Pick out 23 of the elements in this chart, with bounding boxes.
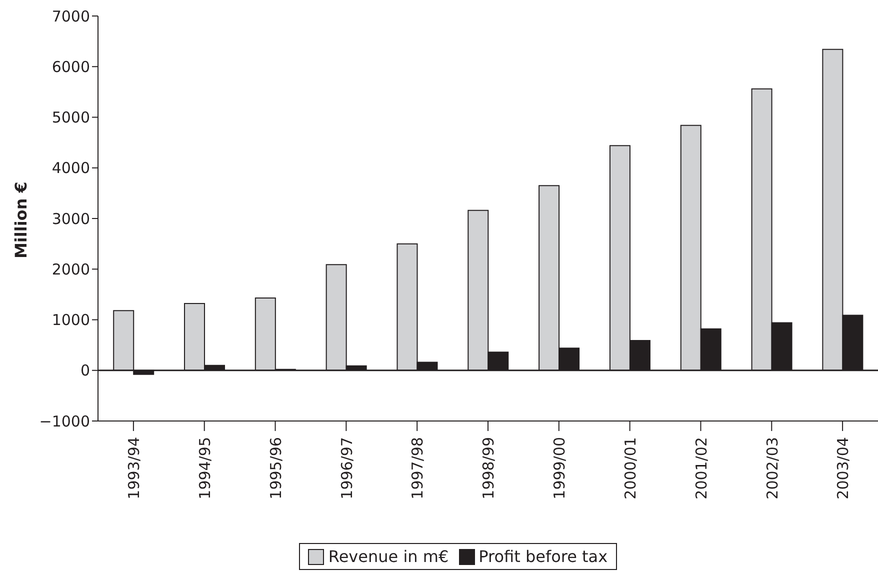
y-tick-label: 1000: [52, 311, 90, 330]
legend-label: Profit before tax: [478, 547, 608, 566]
x-tick-label: 1998/99: [480, 437, 498, 500]
y-tick-label: 0: [80, 362, 90, 380]
legend-label: Revenue in m€: [328, 547, 449, 566]
x-tick-label: 2001/02: [692, 437, 710, 500]
y-tick-label: 7000: [52, 7, 90, 26]
y-tick-label: 6000: [52, 58, 90, 76]
x-tick-label: 1999/00: [550, 437, 569, 500]
y-tick-label: 5000: [52, 108, 90, 127]
y-tick-label: 2000: [52, 260, 90, 278]
x-tick-label: 2002/03: [763, 437, 782, 500]
x-tick-label: 2003/04: [834, 437, 852, 500]
x-tick-label: 1997/98: [408, 437, 427, 500]
x-tick-label: 1994/95: [196, 437, 214, 500]
y-axis-title: Million €: [12, 182, 31, 258]
x-tick-label: 1996/97: [338, 437, 356, 500]
y-tick-label: −1000: [39, 412, 90, 430]
y-tick-label: 4000: [52, 159, 90, 178]
x-tick-label: 2000/01: [621, 437, 640, 500]
y-tick-label: 3000: [52, 210, 90, 228]
x-tick-label: 1995/96: [266, 437, 285, 500]
x-tick-label: 1993/94: [125, 437, 144, 500]
